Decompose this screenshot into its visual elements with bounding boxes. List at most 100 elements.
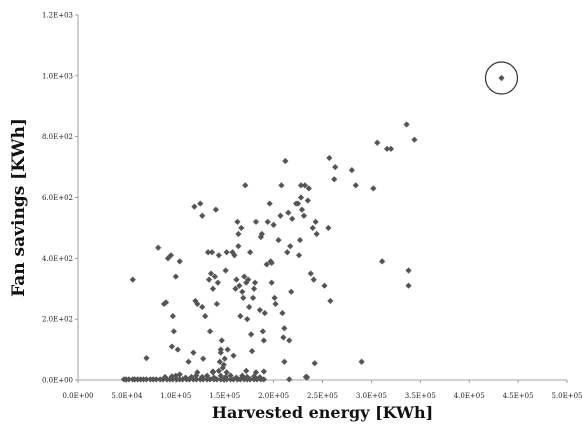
- data-point: [125, 376, 132, 383]
- data-point: [210, 374, 218, 381]
- data-point: [240, 294, 247, 301]
- data-point: [239, 288, 246, 295]
- data-point: [168, 373, 175, 380]
- data-point: [282, 157, 289, 165]
- data-point: [289, 215, 296, 222]
- data-point: [211, 273, 219, 280]
- x-axis-ticks: 0.0E+00 5.0E+04 1.0E+05 1.5E+05 2.0E+05 2.5E+…: [62, 380, 582, 400]
- data-point: [244, 373, 251, 381]
- data-point: [297, 194, 305, 201]
- data-point: [266, 200, 273, 207]
- y-tick-label: 0.0E+00: [42, 377, 73, 385]
- data-point: [237, 313, 244, 320]
- data-point: [209, 285, 217, 292]
- data-point: [352, 182, 359, 189]
- x-axis-title: Harvested energy [KWh]: [212, 403, 433, 422]
- data-point: [321, 282, 328, 289]
- data-point: [232, 285, 239, 292]
- data-point: [206, 328, 214, 335]
- data-point: [192, 297, 199, 305]
- data-point: [260, 337, 267, 344]
- data-point: [405, 267, 412, 274]
- x-tick-label: 5.0E+05: [551, 392, 582, 400]
- data-point: [227, 372, 234, 379]
- data-point: [155, 244, 162, 251]
- data-point: [297, 182, 305, 189]
- data-point: [172, 372, 179, 379]
- data-point: [358, 358, 365, 365]
- data-point: [241, 273, 248, 280]
- data-point: [243, 367, 250, 374]
- data-point: [284, 249, 291, 256]
- x-tick-label: 1.0E+05: [160, 392, 191, 400]
- data-point: [219, 364, 226, 371]
- data-point: [224, 346, 231, 353]
- data-point: [242, 182, 249, 189]
- data-point: [277, 212, 284, 219]
- data-point: [223, 369, 230, 376]
- data-point: [312, 218, 319, 225]
- data-point: [199, 373, 206, 381]
- data-point: [230, 352, 237, 359]
- data-point: [405, 282, 412, 289]
- x-tick-label: 3.0E+05: [356, 392, 387, 400]
- data-point: [272, 300, 279, 308]
- data-point: [286, 376, 293, 383]
- data-point: [261, 309, 268, 317]
- data-point: [199, 303, 206, 311]
- data-point: [235, 243, 242, 250]
- data-point: [245, 276, 252, 283]
- data-point: [325, 224, 332, 232]
- data-point: [302, 373, 309, 381]
- data-point: [190, 349, 197, 356]
- data-point: [238, 224, 245, 232]
- data-point: [268, 259, 275, 266]
- data-point: [313, 230, 320, 238]
- data-point: [217, 372, 224, 379]
- data-point: [246, 303, 253, 311]
- data-point: [379, 258, 386, 265]
- x-tick-label: 2.0E+05: [258, 392, 289, 400]
- data-point: [191, 203, 198, 210]
- data-point: [176, 371, 183, 378]
- data-point: [257, 233, 264, 241]
- data-point: [143, 376, 150, 383]
- data-point: [251, 279, 259, 286]
- x-tick-label: 1.5E+05: [209, 392, 240, 400]
- data-point: [213, 300, 220, 308]
- data-point: [281, 358, 288, 365]
- data-point: [222, 267, 229, 274]
- y-tick-label: 2.0E+02: [42, 316, 73, 324]
- data-point: [258, 230, 265, 238]
- data-point: [220, 361, 227, 368]
- data-point: [235, 230, 242, 238]
- data-point: [169, 313, 176, 320]
- data-point: [202, 313, 209, 320]
- data-point: [498, 74, 505, 82]
- data-point: [288, 288, 295, 295]
- data-point: [239, 372, 246, 379]
- data-point: [215, 367, 222, 374]
- data-point: [260, 368, 267, 375]
- data-point: [170, 328, 177, 335]
- data-point: [247, 249, 254, 256]
- data-point: [296, 236, 304, 244]
- data-point: [286, 337, 293, 344]
- data-point: [188, 373, 195, 381]
- data-point: [374, 139, 381, 146]
- y-tick-label: 1.2E+03: [42, 12, 73, 20]
- data-point: [250, 373, 258, 380]
- data-point: [264, 218, 271, 225]
- data-point: [287, 243, 294, 250]
- data-point: [268, 279, 275, 286]
- data-point: [279, 309, 286, 317]
- data-point: [233, 374, 240, 381]
- data-point: [252, 218, 260, 225]
- outlier-highlight-circle: [484, 61, 519, 95]
- data-point: [167, 252, 175, 259]
- data-point: [194, 369, 201, 376]
- data-point: [223, 249, 230, 256]
- data-point: [278, 182, 285, 189]
- data-point: [172, 273, 179, 280]
- data-point: [256, 374, 264, 381]
